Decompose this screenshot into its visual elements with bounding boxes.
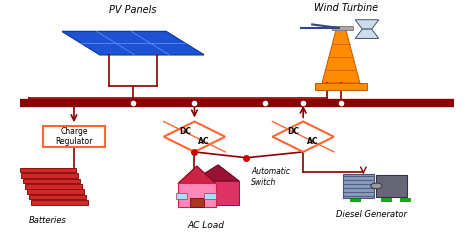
FancyBboxPatch shape [381,198,391,201]
Polygon shape [322,29,360,83]
Text: AC Load: AC Load [188,221,225,230]
FancyBboxPatch shape [204,193,216,199]
Polygon shape [355,29,379,39]
FancyBboxPatch shape [190,198,204,207]
FancyBboxPatch shape [23,179,80,183]
Polygon shape [178,166,216,183]
Polygon shape [62,31,135,55]
Polygon shape [192,165,239,181]
FancyBboxPatch shape [27,189,84,194]
Circle shape [371,183,382,189]
FancyBboxPatch shape [376,175,407,197]
FancyBboxPatch shape [350,198,360,201]
FancyBboxPatch shape [331,26,353,30]
Text: DC: DC [179,127,191,136]
Text: Automatic
Switch: Automatic Switch [251,167,290,187]
Text: Batteries: Batteries [29,216,67,225]
FancyBboxPatch shape [175,193,187,199]
FancyBboxPatch shape [400,198,410,201]
Text: Wind Turbine: Wind Turbine [314,3,378,13]
Text: Charge
Regulator: Charge Regulator [55,127,92,146]
Text: PV Panels: PV Panels [109,5,157,15]
Polygon shape [97,31,169,55]
FancyBboxPatch shape [21,174,78,178]
Polygon shape [273,122,334,152]
FancyBboxPatch shape [43,126,105,147]
FancyBboxPatch shape [315,83,367,90]
FancyBboxPatch shape [19,168,76,173]
FancyBboxPatch shape [31,200,88,204]
Polygon shape [355,20,379,29]
Polygon shape [131,31,204,55]
FancyBboxPatch shape [343,174,374,198]
Text: AC: AC [198,137,210,146]
Polygon shape [62,31,204,55]
FancyBboxPatch shape [29,195,86,199]
FancyBboxPatch shape [25,184,82,188]
Text: DC: DC [288,127,300,136]
Text: Diesel Generator: Diesel Generator [336,210,407,219]
FancyBboxPatch shape [192,181,239,204]
FancyBboxPatch shape [178,183,216,207]
Polygon shape [164,122,225,152]
Text: AC: AC [307,137,319,146]
